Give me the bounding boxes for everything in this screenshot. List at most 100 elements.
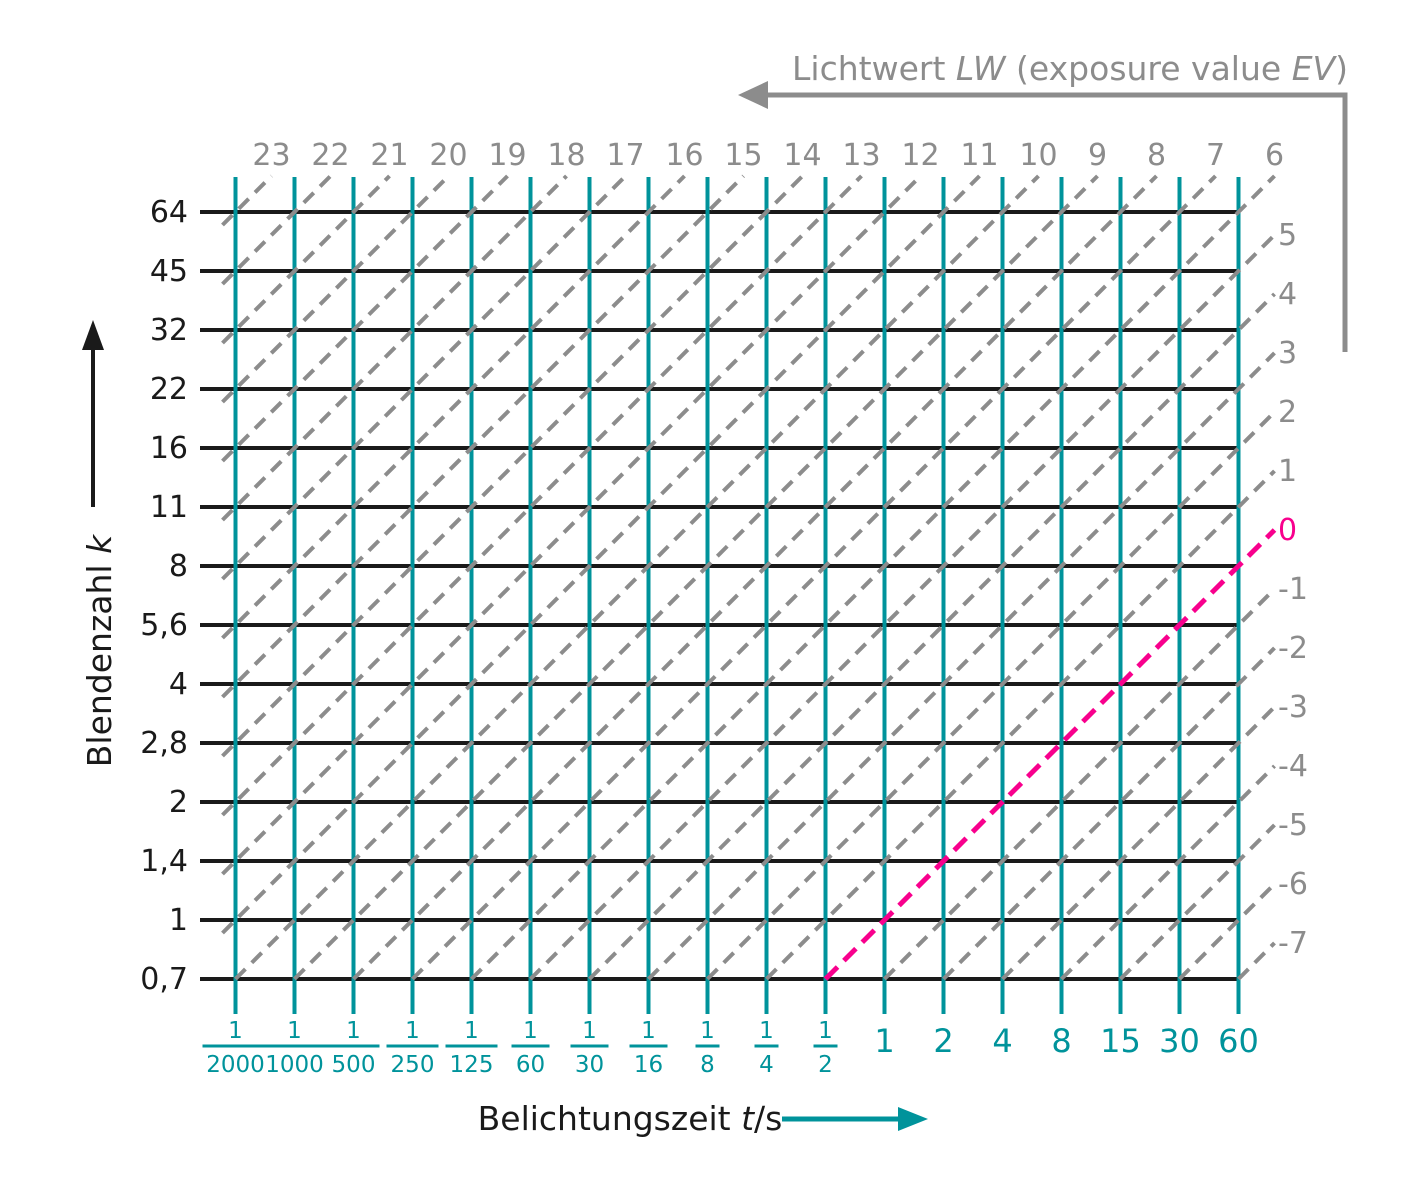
time-tick-label: 1: [874, 1022, 894, 1060]
aperture-tick-label: 0,7: [140, 962, 188, 997]
time-tick-label: 8: [1051, 1022, 1071, 1060]
ev-top-label: 11: [960, 138, 998, 173]
time-axis-arrow: [782, 1107, 928, 1131]
aperture-tick-label: 45: [150, 254, 188, 289]
ev-top-label: 16: [665, 138, 703, 173]
svg-text:8: 8: [700, 1052, 715, 1078]
ev-right-label: -6: [1278, 867, 1308, 902]
ev-top-label: 20: [429, 138, 467, 173]
lw-direction-arrow: [738, 81, 1348, 352]
chart-title: Lichtwert LW (exposure value EV): [792, 49, 1348, 88]
ev-top-label: 18: [547, 138, 585, 173]
time-arrowhead-right-icon: [898, 1107, 928, 1131]
time-axis-label-text: Belichtungszeit t/s: [478, 1099, 783, 1138]
time-tick-fraction: 1 2000: [202, 1018, 269, 1078]
time-tick-label: 4: [992, 1022, 1012, 1060]
svg-text:1000: 1000: [265, 1052, 324, 1078]
ev-right-label: -7: [1278, 926, 1308, 961]
svg-text:1: 1: [346, 1018, 361, 1044]
aperture-tick-label: 2: [169, 785, 188, 820]
ev-right-label: -5: [1278, 808, 1308, 843]
aperture-axis-arrow: [82, 320, 104, 507]
ev-top-label: 13: [842, 138, 880, 173]
ev-top-label: 21: [370, 138, 408, 173]
svg-text:1: 1: [523, 1018, 538, 1044]
time-tick-fraction: 12: [813, 1018, 838, 1078]
chart-title-text: Lichtwert LW (exposure value EV): [792, 49, 1348, 88]
ev-top-tick-labels: 23 22 21 20 19 18 17 16 15 14 13 12 11 10 9 8 7 6: [252, 138, 1284, 173]
aperture-tick-labels: 64 45 32 22 16 11 8 5,6 4 2,8 2 1,4 1 0,7: [140, 195, 188, 997]
ev-right-label: 0: [1278, 513, 1297, 548]
svg-text:1: 1: [405, 1018, 420, 1044]
ev-top-label: 10: [1019, 138, 1057, 173]
ev-top-label: 14: [783, 138, 821, 173]
ev-zero-highlight-line: [823, 528, 1277, 981]
time-tick-fraction: 116: [629, 1018, 668, 1078]
aperture-tick-label: 1,4: [140, 844, 188, 879]
ev-right-label: -3: [1278, 690, 1308, 725]
ev-right-label: -4: [1278, 749, 1308, 784]
ev-right-label: -1: [1278, 572, 1308, 607]
svg-text:125: 125: [450, 1052, 494, 1078]
svg-text:500: 500: [332, 1052, 376, 1078]
time-tick-fraction: 1 1000: [261, 1018, 328, 1078]
ev-right-label: 2: [1278, 395, 1297, 430]
aperture-tick-label: 5,6: [140, 608, 188, 643]
ev-right-label: 3: [1278, 336, 1297, 371]
ev-top-label: 12: [901, 138, 939, 173]
svg-text:1: 1: [464, 1018, 479, 1044]
ev-right-label: 4: [1278, 277, 1297, 312]
time-tick-label: 2: [933, 1022, 953, 1060]
ev-right-label: 5: [1278, 218, 1297, 253]
ev-right-label: 1: [1278, 454, 1297, 489]
ev-top-label: 19: [488, 138, 526, 173]
aperture-tick-label: 2,8: [140, 726, 188, 761]
aperture-gridlines: [200, 210, 1241, 981]
ev-top-label: 7: [1206, 138, 1225, 173]
svg-text:250: 250: [391, 1052, 435, 1078]
ev-top-label: 17: [606, 138, 644, 173]
aperture-tick-label: 22: [150, 372, 188, 407]
svg-text:2: 2: [818, 1052, 833, 1078]
aperture-tick-label: 8: [169, 549, 188, 584]
aperture-tick-label: 1: [169, 903, 188, 938]
ev-right-label: -2: [1278, 631, 1308, 666]
aperture-tick-label: 11: [150, 490, 188, 525]
time-tick-fraction: 14: [754, 1018, 779, 1078]
svg-text:60: 60: [516, 1052, 545, 1078]
ev-right-tick-labels: 5 4 3 2 1 0 -1 -2 -3 -4 -5 -6 -7: [1278, 218, 1308, 961]
time-tick-fraction: 130: [570, 1018, 609, 1078]
aperture-tick-label: 4: [169, 667, 188, 702]
lw-arrowhead-left-icon: [738, 81, 768, 109]
time-tick-fraction: 18: [695, 1018, 720, 1078]
time-axis-label: Belichtungszeit t/s: [478, 1099, 783, 1138]
ev-top-label: 9: [1088, 138, 1107, 173]
svg-text:1: 1: [287, 1018, 302, 1044]
svg-text:1: 1: [818, 1018, 833, 1044]
aperture-axis-label-text: Blendenzahl k: [80, 533, 119, 767]
svg-text:2000: 2000: [206, 1052, 265, 1078]
aperture-tick-label: 32: [150, 313, 188, 348]
svg-text:1: 1: [700, 1018, 715, 1044]
time-tick-label: 15: [1100, 1022, 1141, 1060]
aperture-axis-label: Blendenzahl k: [80, 533, 119, 767]
svg-text:1: 1: [582, 1018, 597, 1044]
svg-text:1: 1: [228, 1018, 243, 1044]
ev-top-label: 22: [311, 138, 349, 173]
time-gridlines: [233, 177, 1241, 1014]
svg-text:1: 1: [641, 1018, 656, 1044]
aperture-tick-label: 16: [150, 431, 188, 466]
aperture-tick-label: 64: [150, 195, 188, 230]
time-tick-label: 60: [1218, 1022, 1259, 1060]
time-tick-fraction: 160: [511, 1018, 550, 1078]
ev-diagonal-lines: [221, 174, 1276, 981]
svg-text:1: 1: [759, 1018, 774, 1044]
ev-top-label: 15: [724, 138, 762, 173]
aperture-arrowhead-up-icon: [82, 320, 104, 350]
svg-text:30: 30: [575, 1052, 604, 1078]
